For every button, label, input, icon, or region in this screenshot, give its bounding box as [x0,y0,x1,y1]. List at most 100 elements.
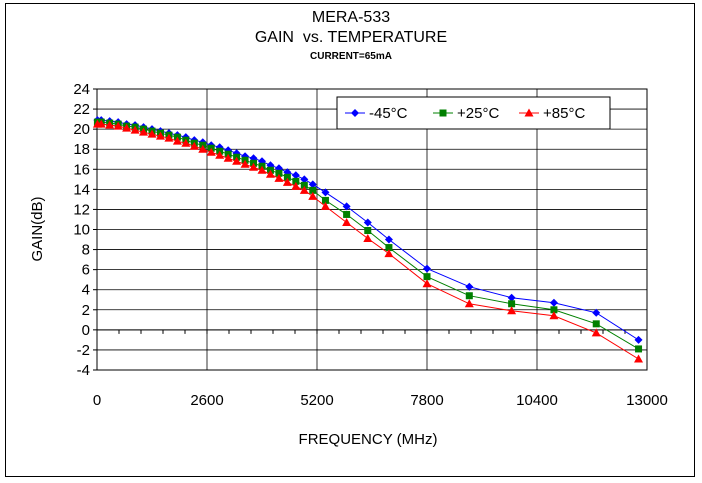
data-point-triangle [464,299,474,308]
data-point-diamond [300,175,309,184]
data-point-diamond [592,308,601,317]
data-point-square [635,345,643,353]
data-point-square [343,210,351,218]
data-point-diamond [634,335,643,344]
data-point-triangle [198,144,208,153]
x-axis-title: FREQUENCY (MHz) [299,431,438,448]
data-point-triangle [122,123,132,132]
x-tick-label: 0 [93,392,101,409]
legend-item: +85°C [519,105,585,122]
data-point-diamond [363,218,372,227]
data-point-triangle [274,173,284,182]
data-point-square [300,181,308,189]
data-point-triangle [507,306,517,315]
data-point-triangle [181,138,191,147]
data-point-triangle [240,159,250,168]
y-tick-label: 12 [73,201,90,218]
legend-item: +25°C [433,105,499,122]
data-point-triangle [299,185,309,194]
series-layer [92,116,644,363]
data-point-triangle [549,311,559,320]
data-point-triangle [342,217,352,226]
data-point-triangle [308,191,318,200]
data-point-triangle [363,234,373,243]
y-tick-label: 8 [82,242,90,259]
data-point-diamond [465,282,474,291]
chart-subtitle: GAIN vs. TEMPERATURE [254,29,448,46]
y-tick-label: 4 [82,282,90,299]
data-point-triangle [215,150,225,159]
y-tick-label: 14 [73,181,90,198]
x-tick-label: 5200 [300,392,333,409]
data-point-square [508,300,516,308]
y-tick-label: 10 [73,222,90,239]
y-tick-label: 2 [82,302,90,319]
data-point-square [423,273,431,281]
data-point-triangle [105,120,115,129]
y-tick-label: 18 [73,141,90,158]
data-point-diamond [384,235,393,244]
data-point-triangle [320,201,330,210]
x-tick-label: 7800 [410,392,443,409]
data-point-square [364,227,372,235]
data-point-triangle [591,328,601,337]
data-point-triangle [265,169,275,178]
data-point-triangle [139,127,149,136]
data-point-square [592,320,600,328]
data-point-triangle [249,162,259,171]
data-point-square [292,177,300,185]
legend: -45°C +25°C +85°C [336,96,611,130]
chart-condition: CURRENT=65mA [310,51,392,62]
data-point-triangle [291,181,301,190]
y-tick-label: 20 [73,121,90,138]
data-point-triangle [223,153,233,162]
y-tick-label: 0 [82,322,90,339]
data-point-triangle [113,121,123,130]
legend-label: +85°C [543,105,585,122]
y-axis-title: GAIN(dB) [29,196,46,261]
data-point-triangle [634,354,644,363]
data-point-triangle [206,147,216,156]
data-point-triangle [155,131,165,140]
data-point-square [321,196,329,204]
y-tick-label: -4 [77,362,90,379]
data-point-square [385,244,393,252]
data-point-triangle [172,136,182,145]
legend-box [336,96,611,130]
data-point-square [283,173,291,181]
data-point-diamond [507,293,516,302]
data-point-square [275,169,283,177]
data-point-diamond [321,188,330,197]
y-tick-label: 6 [82,262,90,279]
data-point-triangle [164,133,174,142]
data-point-triangle [257,165,267,174]
data-point-diamond [423,264,431,273]
data-point-square [465,292,473,300]
y-tick-label: 16 [73,161,90,178]
data-point-diamond [308,180,317,189]
x-tick-label: 10400 [516,392,558,409]
series-3 [92,119,644,363]
chart-title: MERA-533 [311,9,391,26]
data-point-triangle [130,125,140,134]
y-tick-label: -2 [77,342,90,359]
x-tick-label: 2600 [190,392,223,409]
data-point-triangle [147,129,157,138]
data-point-square [309,186,317,194]
data-point-square [550,306,558,314]
y-tick-label: 24 [73,81,90,98]
data-point-triangle [232,156,242,165]
data-point-triangle [422,279,432,288]
x-tick-label: 13000 [626,392,668,409]
legend-label: -45°C [369,105,408,122]
data-point-triangle [96,119,106,128]
data-point-triangle [384,249,394,258]
grid [96,88,648,371]
data-point-triangle [282,177,292,186]
legend-label: +25°C [457,105,499,122]
data-point-diamond [291,171,300,180]
legend-marker-square [439,109,447,117]
legend-marker-diamond [351,109,359,117]
